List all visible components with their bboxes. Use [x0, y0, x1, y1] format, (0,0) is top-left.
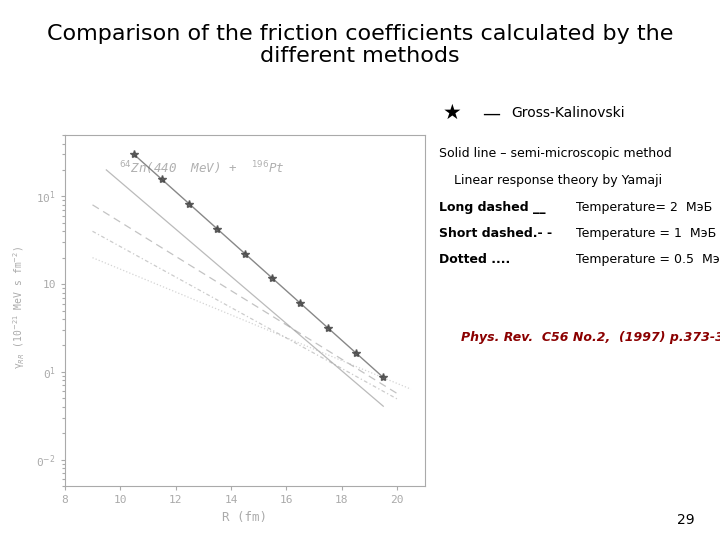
Text: Temperature = 0.5  МэБ: Temperature = 0.5 МэБ: [576, 253, 720, 266]
Text: Solid line – semi-microscopic method: Solid line – semi-microscopic method: [439, 147, 672, 160]
Text: Phys. Rev.  C56 No.2,  (1997) p.373-380: Phys. Rev. C56 No.2, (1997) p.373-380: [461, 331, 720, 344]
Text: Short dashed.- -: Short dashed.- -: [439, 227, 552, 240]
Text: Dotted ....: Dotted ....: [439, 253, 510, 266]
Text: ★: ★: [443, 103, 462, 124]
X-axis label: R (fm): R (fm): [222, 511, 267, 524]
Text: Temperature= 2  МэБ: Temperature= 2 МэБ: [576, 201, 712, 214]
Text: Temperature = 1  МэБ: Temperature = 1 МэБ: [576, 227, 716, 240]
Text: different methods: different methods: [260, 46, 460, 66]
Text: Gross-Kalinovski: Gross-Kalinovski: [511, 106, 625, 120]
Text: —: —: [482, 104, 500, 123]
Text: 29: 29: [678, 512, 695, 526]
Text: Linear response theory by Yamaji: Linear response theory by Yamaji: [454, 174, 662, 187]
Text: γ$_{RR}$ (10$^{-21}$ MeV s fm$^{-2}$): γ$_{RR}$ (10$^{-21}$ MeV s fm$^{-2}$): [11, 246, 27, 369]
Text: Long dashed __: Long dashed __: [439, 201, 546, 214]
Text: $^{64}$Zn(440  MeV) +  $^{196}$Pt: $^{64}$Zn(440 MeV) + $^{196}$Pt: [119, 160, 284, 177]
Text: Comparison of the friction coefficients calculated by the: Comparison of the friction coefficients …: [47, 24, 673, 44]
